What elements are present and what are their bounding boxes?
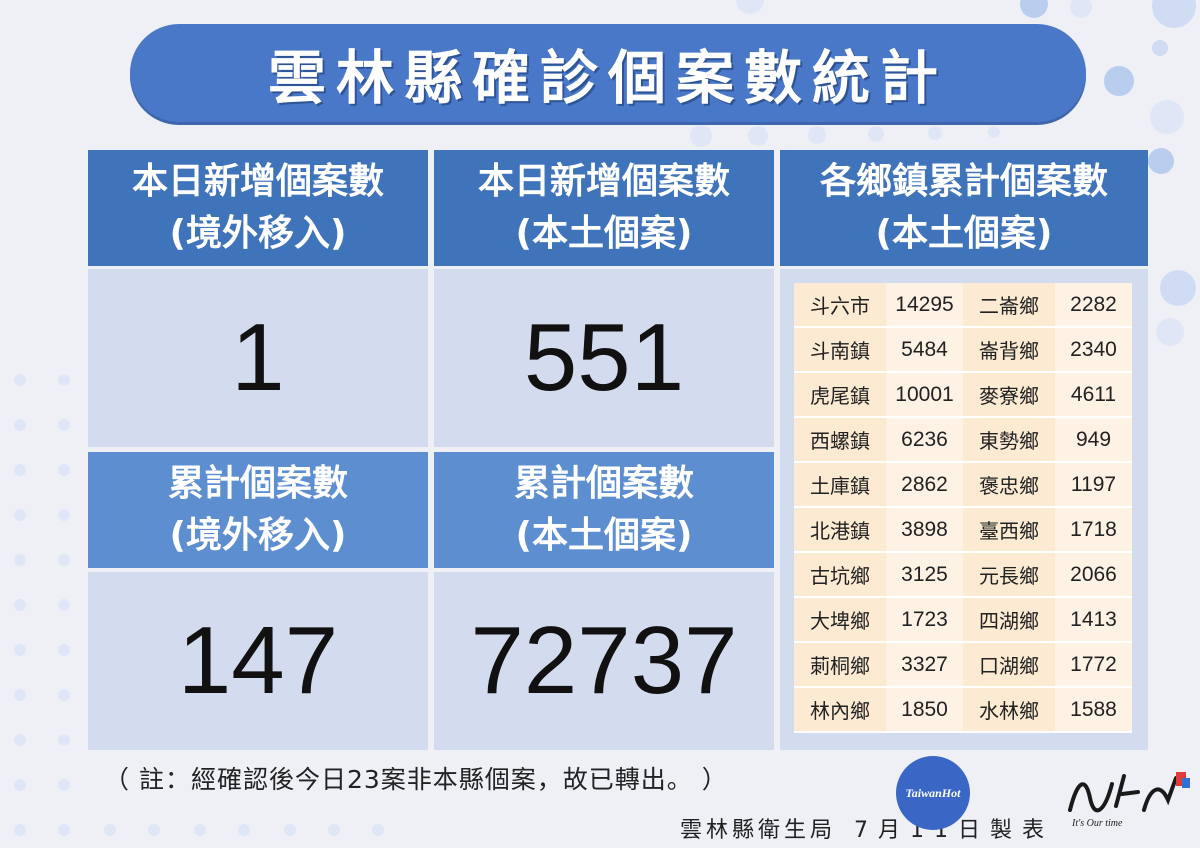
town-name: 水林鄉 bbox=[963, 688, 1055, 733]
town-count: 949 bbox=[1055, 418, 1132, 463]
header-cumulative-local: 累計個案數 (本土個案) bbox=[434, 452, 774, 568]
town-name: 西螺鎮 bbox=[794, 418, 886, 463]
footer-maker: 雲林縣衛生局 7月11日製表 bbox=[680, 812, 1054, 844]
header-cumulative-imported-line2: (境外移入) bbox=[169, 515, 347, 556]
town-count: 1413 bbox=[1055, 598, 1132, 643]
town-name: 口湖鄉 bbox=[963, 643, 1055, 688]
town-name: 元長鄉 bbox=[963, 553, 1055, 598]
town-count: 6236 bbox=[886, 418, 963, 463]
header-daily-local-line2: (本土個案) bbox=[515, 213, 693, 254]
town-count: 2282 bbox=[1055, 283, 1132, 328]
town-count: 3125 bbox=[886, 553, 963, 598]
town-count: 2862 bbox=[886, 463, 963, 508]
header-daily-local-line1: 本日新增個案數 bbox=[477, 161, 730, 202]
town-count: 1718 bbox=[1055, 508, 1132, 553]
town-count: 1588 bbox=[1055, 688, 1132, 733]
header-daily-imported-line2: (境外移入) bbox=[169, 213, 347, 254]
daily-local-value-box: 551 bbox=[434, 269, 774, 447]
town-count: 1197 bbox=[1055, 463, 1132, 508]
town-count: 1723 bbox=[886, 598, 963, 643]
town-name: 斗南鎮 bbox=[794, 328, 886, 373]
header-cumulative-imported-line1: 累計個案數 bbox=[167, 463, 348, 504]
taiwanhot-logo: TaiwanHot bbox=[896, 756, 970, 830]
yunlin-logo-mark bbox=[1068, 772, 1190, 813]
header-daily-local: 本日新增個案數 (本土個案) bbox=[434, 150, 774, 266]
daily-imported-value: 1 bbox=[231, 304, 285, 411]
town-name: 林內鄉 bbox=[794, 688, 886, 733]
town-name: 東勢鄉 bbox=[963, 418, 1055, 463]
towns-panel: 斗六市 14295 二崙鄉 2282 斗南鎮 5484 崙背鄉 2340 虎尾鎮 10001 麥寮鄉… bbox=[780, 269, 1148, 750]
footnote: （ 註：經確認後今日23案非本縣個案，故已轉出。 ） bbox=[104, 765, 728, 794]
header-towns: 各鄉鎮累計個案數 (本土個案) bbox=[780, 150, 1148, 266]
town-name: 大埤鄉 bbox=[794, 598, 886, 643]
header-cumulative-local-line2: (本土個案) bbox=[515, 515, 693, 556]
town-count: 14295 bbox=[886, 283, 963, 328]
daily-local-value: 551 bbox=[523, 304, 685, 411]
town-name: 虎尾鎮 bbox=[794, 373, 886, 418]
yunlin-logo-slogan: It's Our time bbox=[1072, 818, 1123, 829]
header-towns-line2: (本土個案) bbox=[875, 213, 1053, 254]
town-name: 土庫鎮 bbox=[794, 463, 886, 508]
header-towns-line1: 各鄉鎮累計個案數 bbox=[819, 161, 1108, 202]
town-count: 2340 bbox=[1055, 328, 1132, 373]
town-name: 二崙鄉 bbox=[963, 283, 1055, 328]
page-title: 雲林縣確診個案數統計 bbox=[267, 44, 948, 112]
town-name: 四湖鄉 bbox=[963, 598, 1055, 643]
town-count: 5484 bbox=[886, 328, 963, 373]
town-count: 1850 bbox=[886, 688, 963, 733]
town-count: 1772 bbox=[1055, 643, 1132, 688]
header-daily-imported: 本日新增個案數 (境外移入) bbox=[88, 150, 428, 266]
cumulative-imported-value-box: 147 bbox=[88, 572, 428, 750]
cumulative-local-value: 72737 bbox=[470, 607, 738, 714]
town-name: 麥寮鄉 bbox=[963, 373, 1055, 418]
town-name: 莿桐鄉 bbox=[794, 643, 886, 688]
town-name: 臺西鄉 bbox=[963, 508, 1055, 553]
header-cumulative-local-line1: 累計個案數 bbox=[513, 463, 694, 504]
yunlin-logo: It's Our time bbox=[1064, 770, 1194, 840]
town-name: 北港鎮 bbox=[794, 508, 886, 553]
cumulative-local-value-box: 72737 bbox=[434, 572, 774, 750]
towns-table: 斗六市 14295 二崙鄉 2282 斗南鎮 5484 崙背鄉 2340 虎尾鎮 10001 麥寮鄉… bbox=[794, 283, 1132, 733]
title-banner: 雲林縣確診個案數統計 bbox=[130, 24, 1086, 122]
town-count: 2066 bbox=[1055, 553, 1132, 598]
town-name: 古坑鄉 bbox=[794, 553, 886, 598]
town-name: 崙背鄉 bbox=[963, 328, 1055, 373]
town-name: 褒忠鄉 bbox=[963, 463, 1055, 508]
town-count: 3327 bbox=[886, 643, 963, 688]
header-daily-imported-line1: 本日新增個案數 bbox=[131, 161, 384, 202]
daily-imported-value-box: 1 bbox=[88, 269, 428, 447]
town-name: 斗六市 bbox=[794, 283, 886, 328]
header-cumulative-imported: 累計個案數 (境外移入) bbox=[88, 452, 428, 568]
taiwanhot-logo-text: TaiwanHot bbox=[905, 785, 961, 800]
footer-agency: 雲林縣衛生局 bbox=[680, 818, 837, 843]
town-count: 10001 bbox=[886, 373, 963, 418]
cumulative-imported-value: 147 bbox=[177, 607, 339, 714]
town-count: 4611 bbox=[1055, 373, 1132, 418]
town-count: 3898 bbox=[886, 508, 963, 553]
